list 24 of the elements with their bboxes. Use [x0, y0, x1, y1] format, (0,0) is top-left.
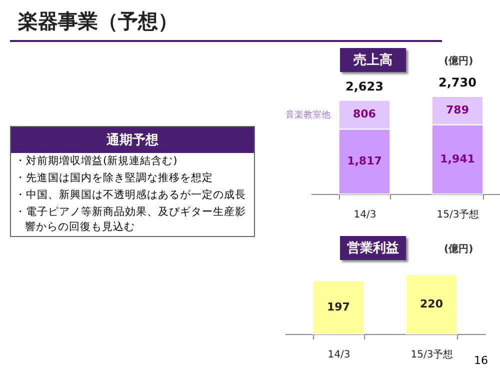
- data-label: 806: [353, 108, 376, 121]
- x-tick-label: 15/3予想: [436, 208, 480, 220]
- data-label: 789: [446, 104, 469, 117]
- chart-title: 売上高: [340, 48, 406, 72]
- data-label: 220: [420, 297, 444, 310]
- text: 通期予想: [11, 127, 254, 153]
- text: ・先進国は国内を除き堅調な推移を想定: [14, 171, 214, 186]
- x-tick-label: 14/3: [328, 350, 350, 360]
- x-tick-label: 15/3予想: [410, 348, 454, 360]
- y-axis-title: (億円): [444, 54, 474, 68]
- text: ・電子ピアノ等新商品効果、及びギター生産影響からの回復も見込む: [14, 205, 247, 235]
- text: ・中国、新興国は不透明感はあるが一定の成長: [14, 188, 247, 203]
- series-label: 音楽教室他: [285, 110, 330, 121]
- total-label: 2,623: [346, 79, 384, 94]
- y-axis-title: (億円): [444, 242, 474, 256]
- text: 16: [474, 354, 488, 367]
- total-label: 2,730: [438, 76, 476, 90]
- text: 楽器事業（予想）: [18, 8, 178, 35]
- data-label: 1,941: [440, 152, 475, 166]
- x-tick-label: 14/3: [354, 210, 376, 220]
- chart-title: 営業利益: [340, 236, 406, 260]
- data-label: 197: [327, 300, 350, 314]
- data-label: 1,817: [347, 154, 382, 168]
- text: ・対前期増収増益(新規連結含む): [14, 154, 178, 169]
